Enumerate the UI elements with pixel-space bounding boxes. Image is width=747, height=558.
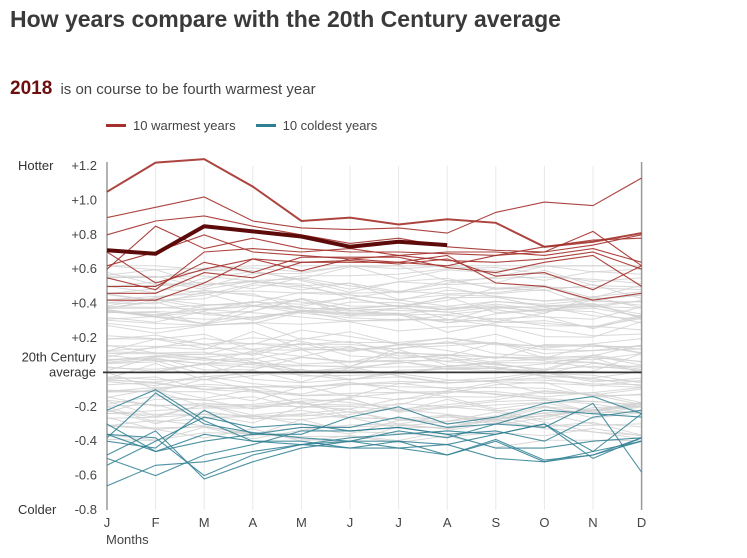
warm-year-line [107,258,642,294]
legend-swatch-warmest [106,124,126,127]
y-tick-label: +0.6 [71,261,97,276]
y-tick-label: -0.4 [75,433,97,448]
line-chart: +1.2 +1.0 +0.8 +0.6 +0.4 +0.2 -0.2 -0.4 -0.6 -0.8… [18,158,646,547]
cold-year-line [106,409,642,466]
cold-year-line [106,392,642,463]
y-tick-label: -0.6 [75,468,97,483]
other-year-line [106,400,642,425]
legend-item-coldest: 10 coldest years [255,118,378,133]
x-tick-label: S [491,515,500,530]
other-year-line [106,399,642,425]
other-year-line [106,355,642,373]
other-year-line [106,329,642,352]
other-year-line [106,378,642,405]
other-year-line [106,405,642,426]
other-year-line [107,378,642,395]
other-year-line [106,358,642,383]
other-year-line [106,381,642,405]
other-year-line [106,344,642,364]
other-year-line [106,352,642,370]
x-tick-label: A [443,515,452,530]
y-tick-label: -0.2 [75,399,97,414]
x-tick-label: J [395,515,402,530]
other-year-line [106,292,642,315]
y-tick-label: +1.0 [71,192,97,207]
legend-swatch-coldest [255,124,276,127]
y-tick-label: +0.4 [71,296,97,311]
chart-title: How years compare with the 20th Century … [10,6,561,32]
other-year-line [107,265,642,284]
other-year-line [106,296,642,325]
y-tick-label: +0.2 [71,330,97,345]
cold-year-line [106,409,642,487]
warm-year-line [106,177,642,234]
x-tick-label: J [347,515,354,530]
highlight-year: 2018 [10,78,53,99]
warm-year-line [106,215,642,267]
x-tick-label: A [248,515,257,530]
other-year-line [106,371,642,401]
x-tick-label: M [199,515,210,530]
cold-year-line [106,395,642,453]
x-tick-label: M [296,515,307,530]
x-tick-label: O [539,515,549,530]
warm-year-line [107,254,642,301]
other-year-line [106,321,642,359]
hotter-label: Hotter [18,158,54,173]
cold-year-line [106,433,642,477]
other-year-line [106,335,642,359]
other-year-line [106,382,642,414]
other-year-line [106,337,642,355]
other-year-line [106,288,642,328]
chart-subtitle: 2018 is on course to be fourth warmest y… [10,78,316,100]
cold-year-line [106,413,642,453]
baseline-label-line1: 20th Century [22,349,97,364]
other-year-line [106,265,642,281]
other-year-line [106,418,642,438]
x-tick-label: J [104,515,111,530]
y-tick-label: +1.2 [71,158,97,173]
legend: 10 warmest years 10 coldest years [106,118,377,133]
x-tick-label: F [152,515,160,530]
other-year-line [106,337,642,353]
y-tick-label: -0.8 [75,502,97,517]
other-year-line [106,398,642,421]
subtitle-text: is on course to be fourth warmest year [60,81,316,98]
other-year-line [106,415,642,443]
other-year-line [106,368,642,387]
other-year-line [106,305,642,337]
warm-year-line [107,254,642,287]
warm-year-line [106,248,642,291]
cold-year-line [106,402,643,473]
other-year-line [106,299,642,323]
other-year-line [106,308,642,338]
legend-item-warmest: 10 warmest years [106,118,236,133]
other-year-line [106,311,642,333]
other-year-line [106,269,642,294]
y-tick-label: +0.8 [71,227,97,242]
other-year-line [106,265,642,286]
x-axis-label: Months [106,532,149,547]
colder-label: Colder [18,502,57,517]
legend-label-warmest: 10 warmest years [133,118,236,133]
x-tick-label: N [588,515,597,530]
other-year-line [106,298,642,331]
highlight-year-line [106,224,448,256]
legend-label-coldest: 10 coldest years [282,118,378,133]
baseline-label-line2: average [49,364,96,379]
other-year-line [106,405,642,442]
x-tick-label: D [637,515,646,530]
other-year-line [107,280,642,309]
other-year-line [106,406,642,441]
